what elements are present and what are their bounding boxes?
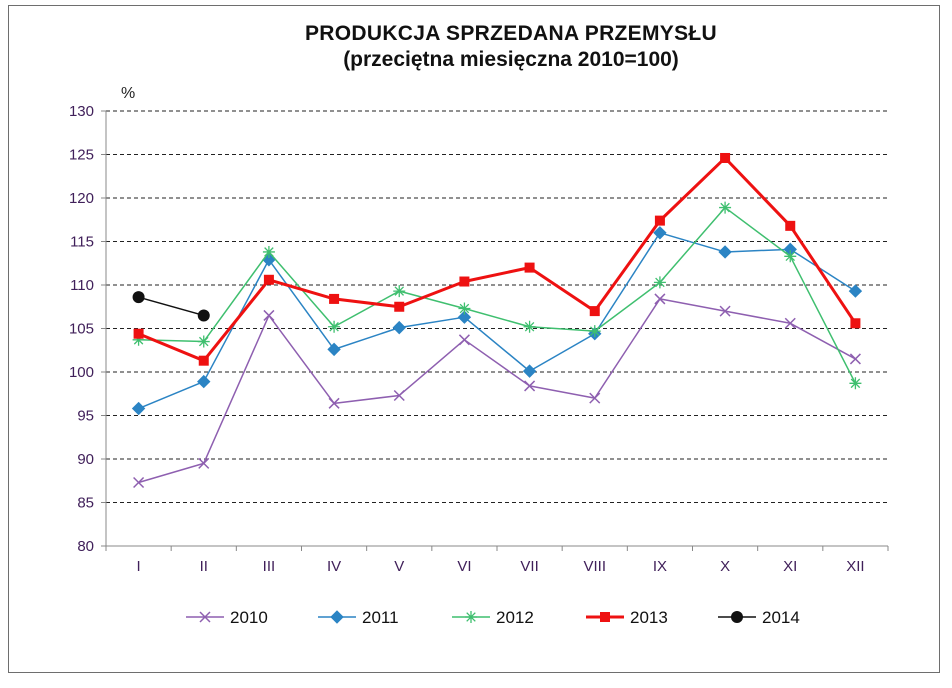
data-point-2013 [654, 215, 665, 226]
data-point-2010 [263, 309, 275, 321]
x-tick-label: VIII [583, 558, 606, 575]
data-point-2012 [262, 245, 275, 258]
data-point-2010 [524, 380, 536, 392]
x-tick-label: X [720, 558, 730, 575]
data-point-2011 [457, 310, 472, 324]
data-point-2011 [392, 320, 406, 335]
data-point-2013 [589, 306, 600, 317]
data-point-2011 [131, 401, 146, 416]
data-point-2013 [785, 220, 796, 231]
y-tick-label: 100 [69, 364, 94, 381]
data-point-2012 [393, 285, 406, 298]
data-point-2013 [133, 328, 144, 339]
y-tick-label: 105 [69, 321, 94, 338]
y-tick-label: 110 [70, 277, 94, 294]
data-point-2010 [393, 389, 405, 402]
data-point-2011 [653, 226, 667, 240]
data-point-2011 [197, 374, 211, 389]
legend-marker-2011 [330, 610, 344, 624]
data-point-2010 [784, 317, 796, 329]
data-point-2011 [848, 284, 863, 298]
data-point-2010 [458, 334, 470, 346]
x-tick-label: IX [653, 558, 667, 575]
series-line-2013 [138, 156, 857, 363]
x-tick-label: XII [846, 558, 864, 575]
data-point-2011 [327, 342, 341, 357]
x-tick-label: V [394, 558, 404, 575]
data-point-2013 [459, 276, 470, 287]
data-point-2012 [523, 320, 536, 333]
legend-label-2013: 2013 [630, 608, 668, 627]
legend-label-2014: 2014 [762, 608, 800, 627]
data-point-2011 [522, 364, 537, 378]
data-point-2010 [328, 397, 340, 409]
data-point-2013 [524, 262, 535, 273]
data-point-2010 [198, 457, 210, 469]
legend-label-2010: 2010 [230, 608, 268, 627]
legend-marker-2013 [600, 612, 610, 622]
y-tick-label: 80 [77, 538, 94, 555]
series-line-2014 [138, 296, 204, 317]
data-point-2010 [719, 305, 731, 317]
y-tick-label: 120 [69, 190, 94, 207]
data-point-2013 [263, 274, 274, 285]
data-point-2011 [718, 245, 732, 259]
series-line-2011 [138, 232, 856, 410]
x-tick-label: XI [783, 558, 797, 575]
data-point-2012 [197, 335, 210, 348]
data-point-2012 [132, 333, 145, 346]
data-point-2012 [458, 302, 471, 315]
data-point-2013 [850, 318, 861, 329]
chart-subtitle: (przeciętna miesięczna 2010=100) [343, 48, 679, 71]
legend-marker-2014 [731, 611, 743, 623]
chart-title: PRODUKCJA SPRZEDANA PRZEMYSŁU [304, 22, 717, 45]
y-tick-label: 85 [77, 495, 94, 512]
data-point-2014 [197, 309, 210, 322]
data-point-2010 [654, 293, 666, 305]
y-tick-label: 90 [77, 451, 94, 468]
data-point-2013 [394, 301, 405, 312]
data-point-2014 [132, 291, 145, 304]
data-point-2013 [720, 152, 731, 163]
data-point-2010 [133, 476, 145, 489]
data-point-2012 [719, 201, 732, 214]
x-tick-label: III [263, 558, 276, 575]
x-tick-label: I [136, 558, 140, 575]
data-point-2010 [589, 392, 601, 404]
data-point-2012 [588, 325, 601, 338]
data-point-2013 [198, 355, 209, 366]
legend-label-2012: 2012 [496, 608, 534, 627]
y-tick-label: 95 [77, 408, 94, 425]
data-point-2013 [329, 293, 340, 304]
y-axis-unit: % [121, 85, 136, 102]
data-point-2012 [653, 276, 666, 289]
y-tick-label: 115 [70, 234, 94, 251]
x-tick-label: VII [520, 558, 538, 575]
data-point-2012 [328, 320, 341, 333]
legend-marker-2010 [199, 611, 211, 623]
legend-label-2011: 2011 [362, 608, 399, 627]
data-point-2012 [784, 250, 797, 263]
data-point-2010 [849, 353, 861, 365]
legend-marker-2012 [465, 611, 477, 623]
chart-frame [8, 5, 940, 673]
y-tick-label: 130 [69, 103, 94, 120]
series-line-2012 [138, 206, 857, 384]
x-tick-label: II [200, 558, 208, 575]
data-point-2012 [849, 377, 862, 390]
y-tick-label: 125 [69, 147, 94, 164]
x-tick-label: VI [457, 558, 471, 575]
x-tick-label: IV [327, 558, 341, 575]
series-line-2010 [138, 298, 856, 484]
